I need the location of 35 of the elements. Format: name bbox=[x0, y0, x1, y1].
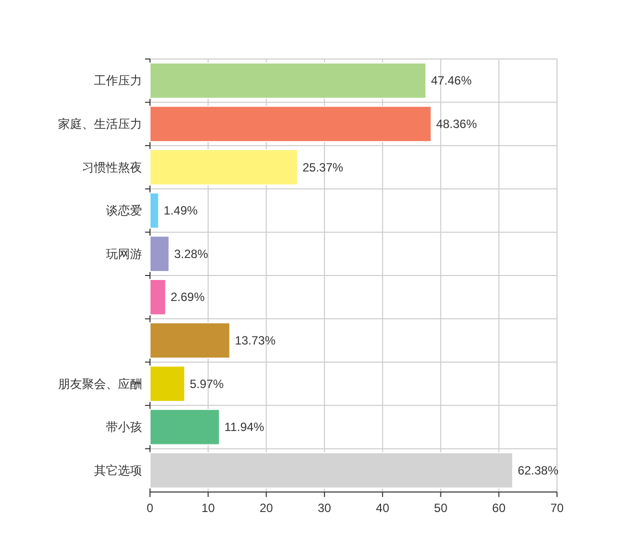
bar bbox=[150, 408, 220, 446]
data-label: 13.73% bbox=[234, 333, 276, 348]
bar bbox=[150, 62, 426, 99]
x-tick-label: 10 bbox=[201, 501, 216, 515]
data-label: 5.97% bbox=[190, 376, 224, 391]
x-tick-label: 60 bbox=[492, 501, 506, 515]
x-tick-label: 30 bbox=[318, 501, 332, 515]
bar bbox=[150, 106, 432, 142]
bar bbox=[150, 322, 230, 359]
y-tick-label: 工作压力 bbox=[94, 74, 142, 88]
y-tick-label: 朋友聚会、应酬 bbox=[58, 376, 142, 391]
x-tick-label: 0 bbox=[146, 501, 154, 515]
y-tick-label: 其它选项 bbox=[94, 463, 142, 478]
data-label: 25.37% bbox=[302, 160, 344, 174]
y-tick-label: 玩网游 bbox=[106, 246, 142, 261]
data-label: 47.46% bbox=[430, 74, 472, 88]
bar bbox=[150, 192, 160, 229]
y-tick-label: 习惯性熬夜 bbox=[82, 160, 142, 174]
x-tick-label: 40 bbox=[376, 501, 390, 515]
x-tick-label: 70 bbox=[550, 501, 564, 515]
x-tick-label: 20 bbox=[260, 501, 274, 515]
data-label: 11.94% bbox=[224, 420, 265, 434]
x-tick-label: 50 bbox=[434, 501, 448, 515]
data-label: 62.38% bbox=[518, 463, 559, 478]
y-tick-label: 带小孩 bbox=[106, 420, 142, 434]
y-tick-label: 谈恋爱 bbox=[106, 204, 142, 218]
bar bbox=[150, 149, 298, 186]
bar bbox=[150, 366, 186, 402]
data-label: 3.28% bbox=[174, 246, 208, 261]
data-label: 1.49% bbox=[164, 204, 198, 218]
data-label: 2.69% bbox=[170, 290, 205, 304]
bar bbox=[150, 236, 170, 272]
data-label: 48.36% bbox=[436, 116, 478, 131]
bar bbox=[150, 279, 166, 316]
y-tick-label: 家庭、生活压力 bbox=[58, 116, 142, 131]
